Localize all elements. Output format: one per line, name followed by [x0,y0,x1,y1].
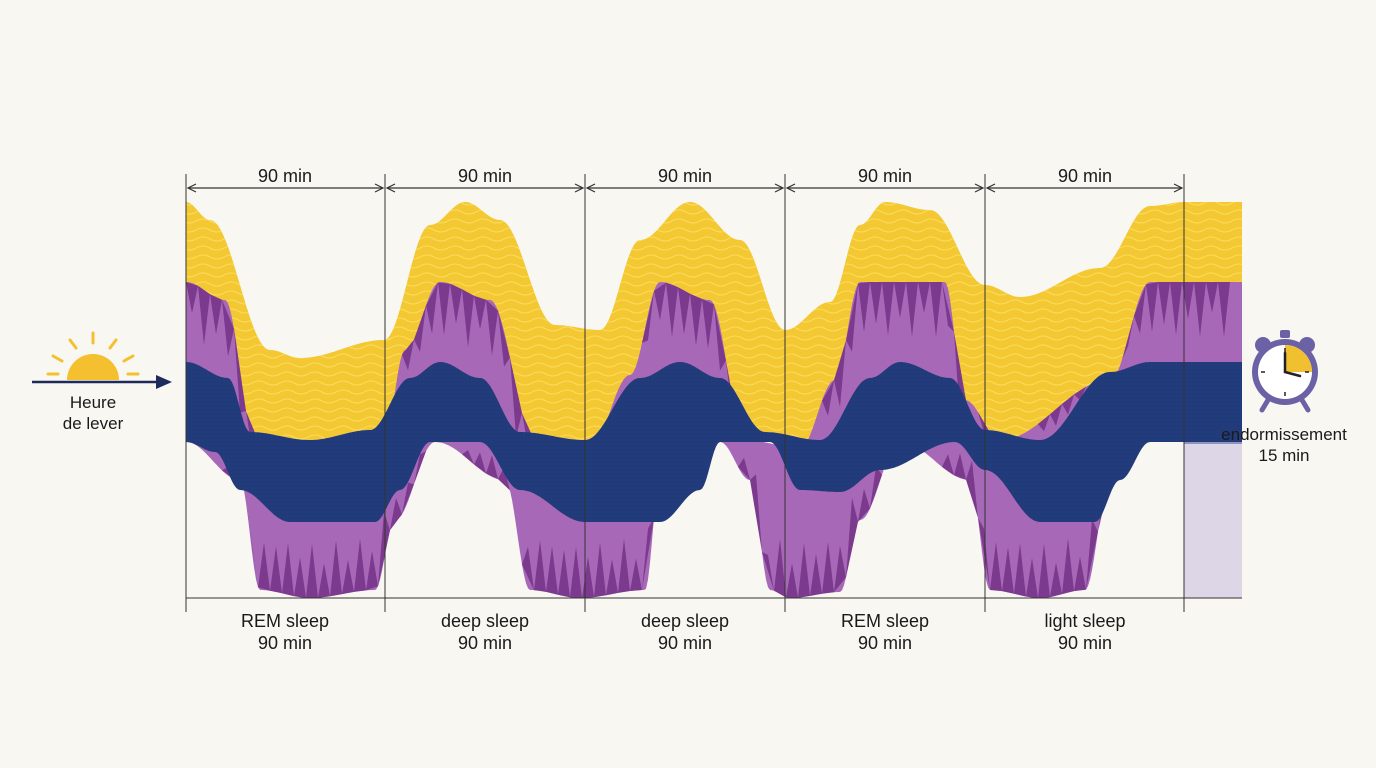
arrowhead-right [374,183,385,193]
arrowhead-left [785,183,796,193]
stage-name: deep sleep [441,611,529,631]
stage-duration: 90 min [858,633,912,653]
sleep-onset-light-band [1184,444,1242,598]
stage-duration: 90 min [258,633,312,653]
arrowhead-left [186,183,197,193]
stage-duration: 90 min [1058,633,1112,653]
wake-label-line-2: de lever [63,414,124,433]
arrowhead-left [585,183,596,193]
rem-spikes-bottom [222,450,1110,598]
cycle-duration-label: 90 min [258,166,312,186]
arrowhead-left [385,183,396,193]
stage-name: REM sleep [241,611,329,631]
stage-duration: 90 min [658,633,712,653]
wake-up-marker: Heure de lever [32,331,172,433]
stage-duration: 90 min [458,633,512,653]
arrowhead-right [1173,183,1184,193]
arrowhead-right [574,183,585,193]
stage-name: deep sleep [641,611,729,631]
cycle-dimension-lines [185,174,1242,612]
arrowhead-right [974,183,985,193]
cycle-duration-label: 90 min [1058,166,1112,186]
cycle-duration-label: 90 min [858,166,912,186]
rem-spikes-top [186,282,1230,449]
stage-name: REM sleep [841,611,929,631]
sleep-onset-marker: endormissement 15 min [1221,330,1347,465]
arrowhead-right [774,183,785,193]
stage-name: light sleep [1044,611,1125,631]
deep-sleep-texture [186,362,1242,522]
onset-label-line-1: endormissement [1221,425,1347,444]
cycle-duration-label: 90 min [458,166,512,186]
arrowhead-left [985,183,996,193]
wake-arrow [32,375,172,389]
onset-label-line-2: 15 min [1258,446,1309,465]
alarm-clock-icon [1252,330,1318,413]
cycle-duration-labels: 90 min 90 min 90 min 90 min 90 min [258,166,1112,186]
wake-label-line-1: Heure [70,393,116,412]
stage-labels: REM sleep 90 min deep sleep 90 min deep … [241,611,1126,653]
cycle-duration-label: 90 min [658,166,712,186]
sun-icon [46,331,140,380]
